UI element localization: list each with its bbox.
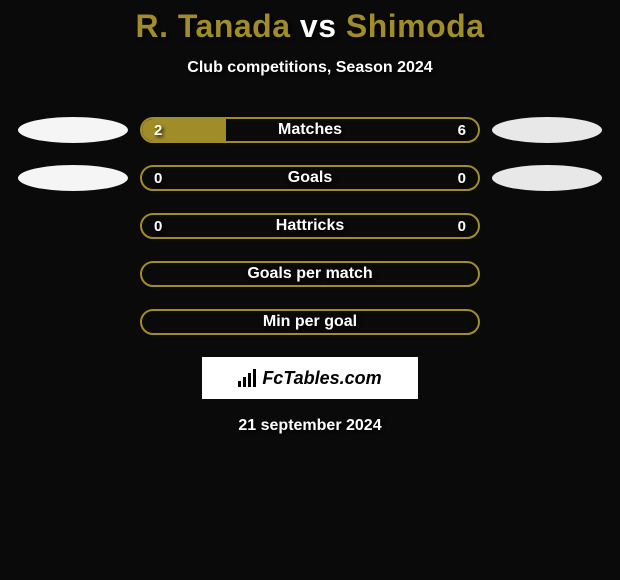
right-ellipse — [492, 117, 602, 143]
right-value: 0 — [458, 170, 466, 187]
bar-chart-icon — [238, 369, 256, 387]
stat-row: 0 Hattricks 0 — [0, 213, 620, 239]
right-spacer — [492, 261, 602, 287]
stat-row: 0 Goals 0 — [0, 165, 620, 191]
left-ellipse — [18, 117, 128, 143]
stat-label: Goals — [288, 169, 332, 187]
player2-name: Shimoda — [346, 8, 485, 44]
right-value: 0 — [458, 218, 466, 235]
stat-bar: 0 Hattricks 0 — [140, 213, 480, 239]
stat-bar: Goals per match — [140, 261, 480, 287]
stat-row: 2 Matches 6 — [0, 117, 620, 143]
right-spacer — [492, 309, 602, 335]
left-spacer — [18, 261, 128, 287]
stat-label: Hattricks — [276, 217, 344, 235]
title-vs: vs — [291, 8, 346, 44]
left-spacer — [18, 213, 128, 239]
date-text: 21 september 2024 — [0, 417, 620, 435]
stat-label: Goals per match — [247, 265, 372, 283]
stat-label: Matches — [278, 121, 342, 139]
right-value: 6 — [458, 122, 466, 139]
comparison-infographic: R. Tanada vs Shimoda Club competitions, … — [0, 0, 620, 435]
left-value: 0 — [154, 170, 162, 187]
bars-section: 2 Matches 6 0 Goals 0 0 Hattricks 0 Goals per mat… — [0, 117, 620, 335]
subtitle: Club competitions, Season 2024 — [0, 59, 620, 77]
stat-label: Min per goal — [263, 313, 357, 331]
attribution-badge: FcTables.com — [202, 357, 418, 399]
left-value: 0 — [154, 218, 162, 235]
left-spacer — [18, 309, 128, 335]
stat-bar: 0 Goals 0 — [140, 165, 480, 191]
player1-name: R. Tanada — [135, 8, 290, 44]
page-title: R. Tanada vs Shimoda — [0, 8, 620, 45]
stat-bar: 2 Matches 6 — [140, 117, 480, 143]
stat-row: Min per goal — [0, 309, 620, 335]
stat-bar: Min per goal — [140, 309, 480, 335]
right-ellipse — [492, 165, 602, 191]
attribution-text: FcTables.com — [262, 368, 381, 389]
right-spacer — [492, 213, 602, 239]
left-ellipse — [18, 165, 128, 191]
left-value: 2 — [154, 122, 162, 139]
stat-row: Goals per match — [0, 261, 620, 287]
